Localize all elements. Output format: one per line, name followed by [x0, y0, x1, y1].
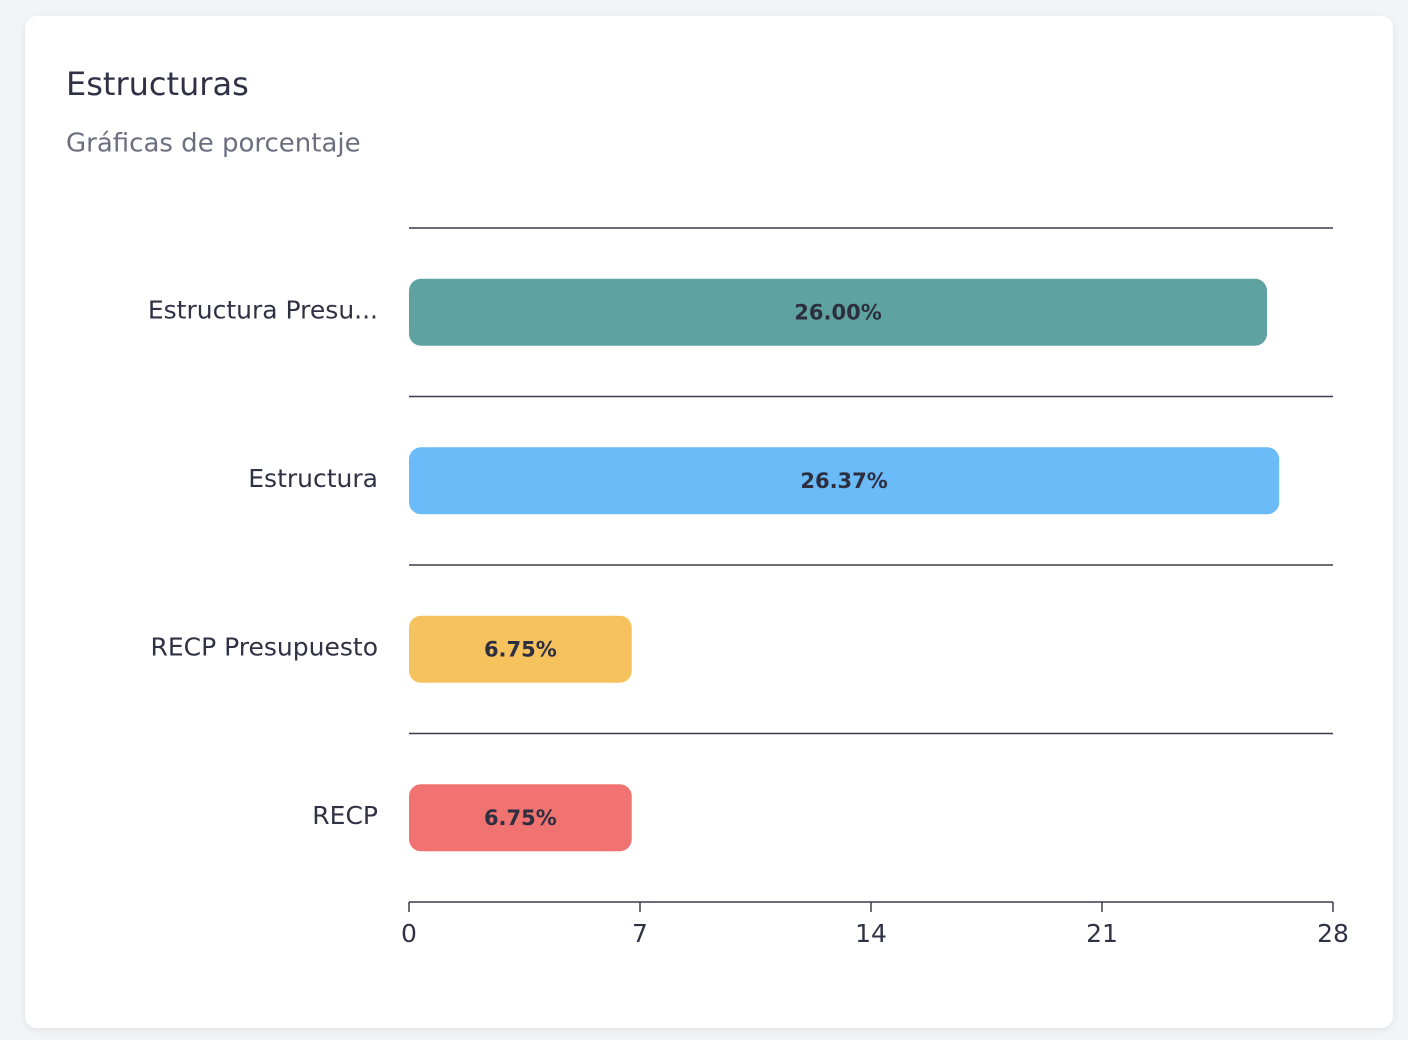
chart-title: Estructuras — [66, 65, 249, 103]
card — [25, 16, 1393, 1028]
value-label: 6.75% — [484, 637, 557, 661]
value-label: 26.00% — [794, 300, 881, 324]
x-tick-label: 0 — [401, 919, 417, 948]
bar — [409, 784, 632, 852]
chart-subtitle: Gráficas de porcentaje — [66, 129, 361, 159]
y-tick-label: Estructura — [248, 464, 378, 493]
bar — [409, 278, 1267, 346]
y-tick-label: RECP — [312, 801, 378, 830]
bar — [409, 447, 1280, 515]
x-tick-label: 21 — [1086, 919, 1118, 948]
x-tick-label: 7 — [632, 919, 648, 948]
x-tick-label: 28 — [1317, 919, 1349, 948]
y-tick-label: Estructura Presu... — [148, 295, 378, 324]
bar — [409, 615, 632, 683]
y-tick-label: RECP Presupuesto — [151, 632, 378, 661]
x-tick-label: 14 — [855, 919, 887, 948]
value-label: 26.37% — [800, 469, 887, 493]
value-label: 6.75% — [484, 806, 557, 830]
